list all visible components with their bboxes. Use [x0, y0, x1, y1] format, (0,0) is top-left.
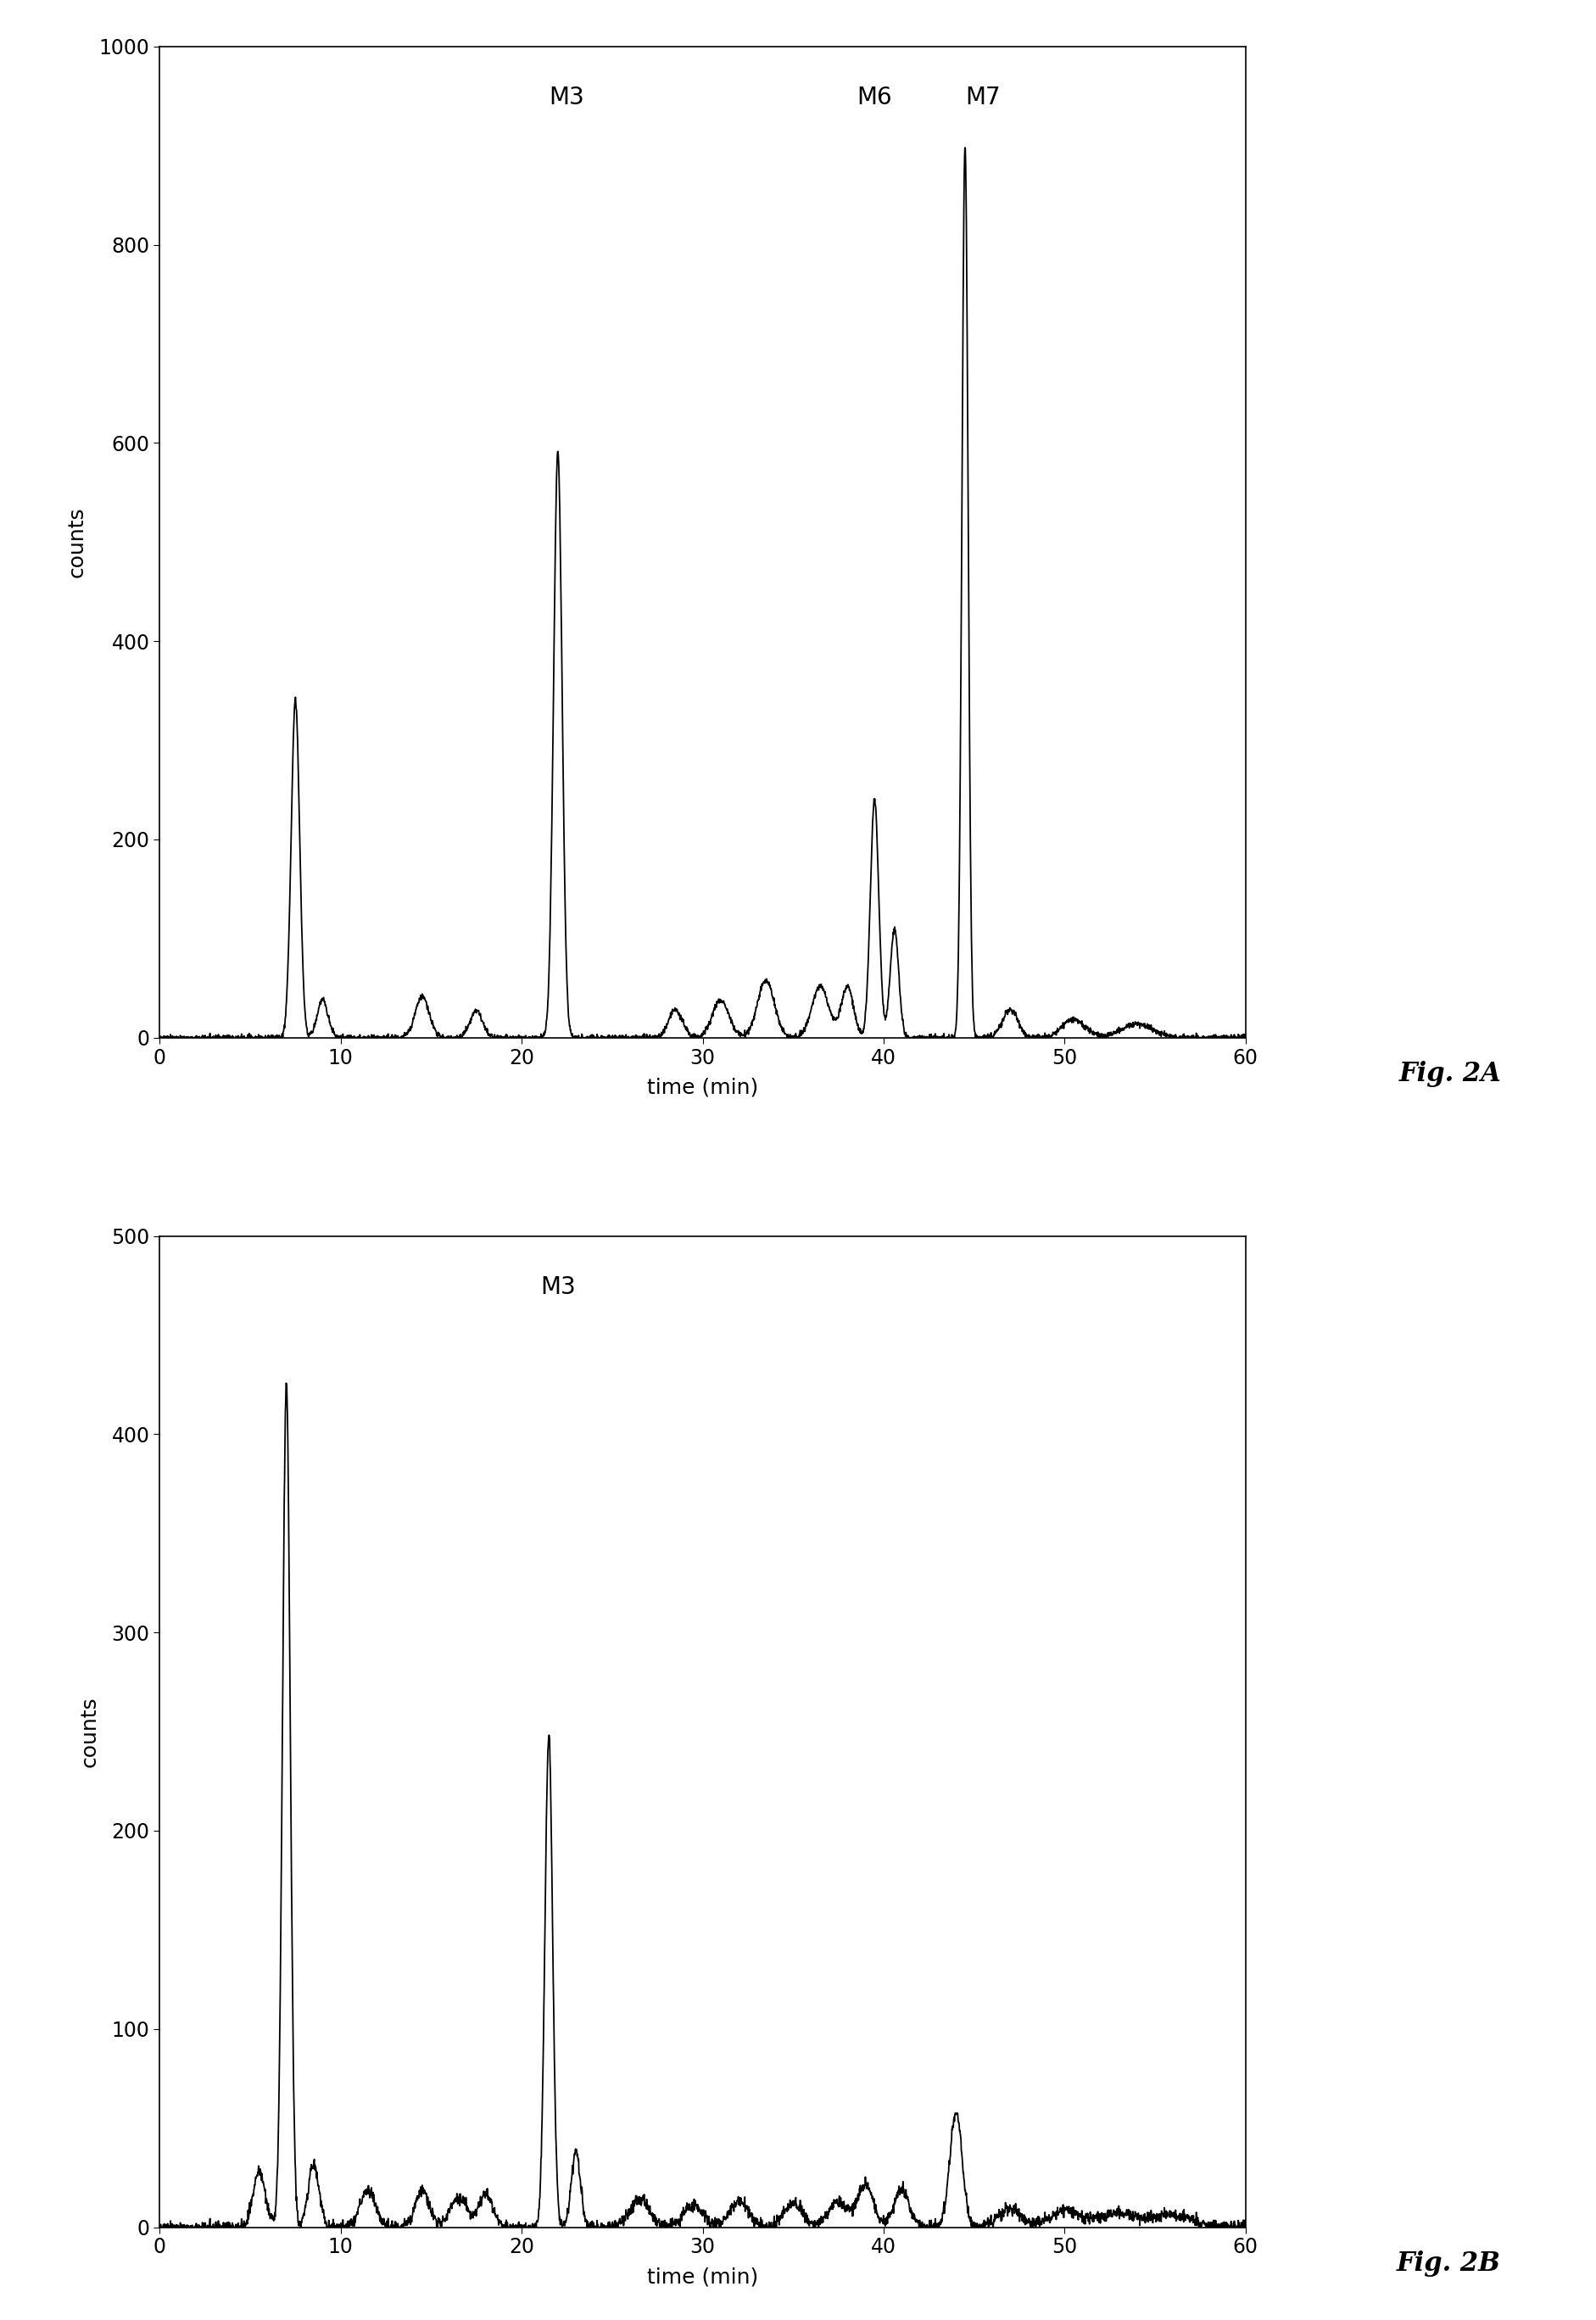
Text: M7: M7 [966, 86, 1001, 109]
Y-axis label: counts: counts [80, 1696, 99, 1768]
X-axis label: time (min): time (min) [646, 1076, 758, 1097]
Y-axis label: counts: counts [67, 506, 88, 578]
Text: M3: M3 [539, 1276, 575, 1299]
Text: M6: M6 [857, 86, 892, 109]
Text: Fig. 2B: Fig. 2B [1396, 2250, 1500, 2276]
Text: Fig. 2A: Fig. 2A [1398, 1060, 1500, 1088]
X-axis label: time (min): time (min) [646, 2267, 758, 2288]
Text: M3: M3 [549, 86, 584, 109]
